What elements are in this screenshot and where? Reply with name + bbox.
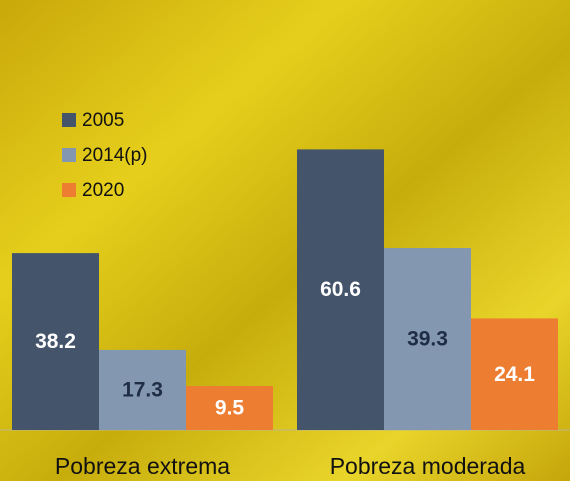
legend-swatch: [62, 148, 76, 162]
legend-swatch: [62, 183, 76, 197]
bar: [12, 253, 99, 430]
value-label: 60.6: [320, 278, 361, 301]
legend-label: 2014(p): [82, 145, 148, 166]
x-tick-label: Pobreza extrema: [55, 453, 230, 479]
value-label: 38.2: [35, 330, 76, 353]
legend-swatch: [62, 113, 76, 127]
value-label: 9.5: [215, 397, 245, 420]
bar: [384, 248, 471, 430]
bar: [471, 318, 558, 430]
bar: [297, 149, 384, 431]
bar: [186, 386, 273, 430]
bar: [99, 349, 186, 430]
legend-label: 2005: [82, 110, 124, 131]
value-label: 17.3: [122, 378, 163, 401]
value-label: 39.3: [407, 328, 448, 351]
x-tick-label: Pobreza moderada: [330, 453, 526, 479]
legend-label: 2020: [82, 180, 124, 201]
value-label: 24.1: [494, 363, 535, 386]
